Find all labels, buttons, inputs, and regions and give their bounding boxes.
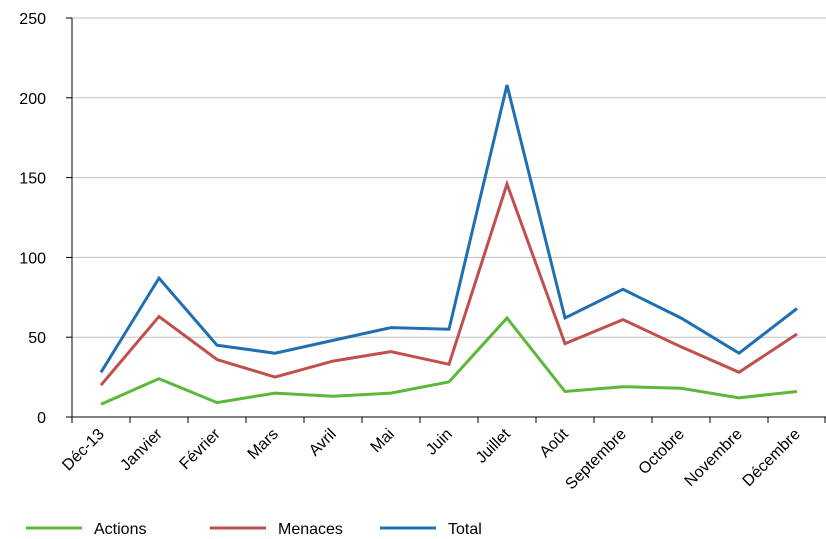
legend-label: Total (448, 521, 482, 538)
series-lines (99, 84, 798, 406)
y-tick-label: 200 (19, 91, 46, 108)
x-tick-label: Juin (423, 426, 456, 459)
gridlines (72, 17, 826, 338)
x-tick-label: Octobre (636, 426, 688, 478)
series-line-menaces (99, 179, 798, 387)
legend-label: Menaces (278, 521, 343, 538)
x-tick-label: Janvier (117, 425, 166, 474)
x-tick-label: Février (177, 425, 225, 473)
x-tick-label: Septembre (562, 426, 629, 493)
legend: Actions Menaces Total (26, 521, 482, 538)
series-line-total (99, 84, 798, 374)
x-tick-label: Novembre (682, 426, 746, 490)
legend-label: Actions (94, 521, 146, 538)
y-tick-label: 150 (19, 171, 46, 188)
y-tick-label: 0 (37, 410, 46, 427)
x-tick-label: Décembre (740, 426, 804, 490)
x-tick-label: Avril (306, 426, 340, 460)
y-tick-label: 250 (19, 11, 46, 28)
y-axis-tick-labels: 0 50 100 150 200 250 (19, 11, 46, 427)
series-line-actions (100, 315, 798, 406)
x-tick-label: Juillet (473, 425, 514, 466)
axes (66, 17, 826, 423)
x-tick-label: Déc-13 (59, 426, 108, 475)
x-tick-label: Août (537, 425, 573, 461)
x-axis-tick-labels: Déc-13 Janvier Février Mars Avril Mai Juin Juil… (59, 425, 804, 493)
y-tick-label: 100 (19, 250, 46, 267)
x-tick-label: Mars (245, 426, 282, 463)
y-tick-label: 50 (28, 330, 46, 347)
x-tick-label: Mai (368, 426, 398, 456)
